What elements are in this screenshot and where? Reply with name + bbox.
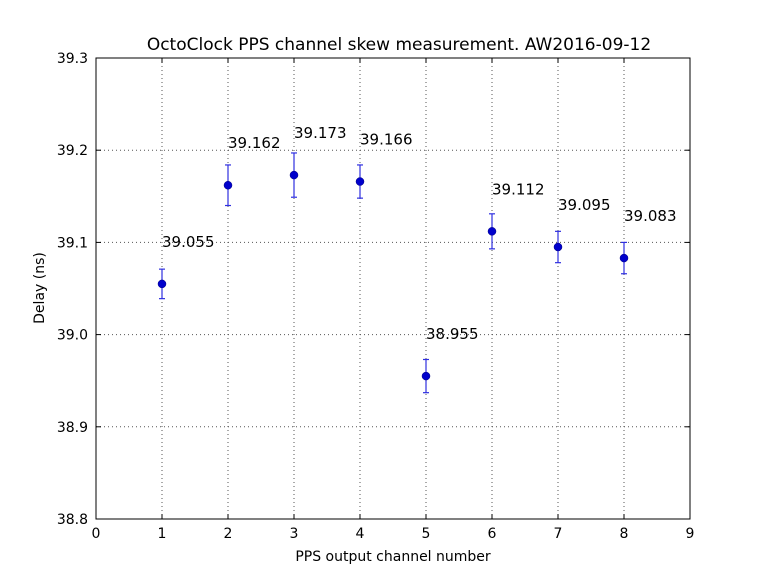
- x-tick-label: 5: [422, 526, 431, 542]
- y-tick-label: 39.3: [57, 51, 88, 67]
- data-label: 38.955: [426, 325, 479, 343]
- data-label: 39.095: [558, 196, 611, 214]
- grid: [96, 58, 690, 519]
- data-point: [487, 227, 497, 236]
- plot-frame: [95, 57, 691, 520]
- y-tick-label: 38.8: [57, 512, 88, 528]
- data-point: [421, 371, 431, 381]
- x-tick-label: 9: [686, 526, 695, 542]
- data-label: 39.173: [294, 124, 347, 142]
- axis-ticks: 0 1 2 3 4 5 6 7 8 9 38.8 38.9 39.0 39.1 39.2 39.3: [57, 51, 695, 542]
- x-tick-label: 8: [620, 526, 629, 542]
- y-tick-label: 38.9: [57, 420, 88, 436]
- data-point: [157, 279, 167, 289]
- y-tick-label: 39.2: [57, 143, 88, 159]
- data-label: 39.162: [228, 134, 281, 152]
- data-point: [553, 242, 563, 252]
- data-point: [289, 170, 299, 180]
- y-tick-label: 39.1: [57, 235, 88, 251]
- x-tick-label: 6: [488, 526, 497, 542]
- data-label: 39.112: [492, 180, 545, 198]
- x-tick-label: 7: [554, 526, 563, 542]
- x-tick-label: 3: [290, 526, 299, 542]
- x-tick-label: 2: [224, 526, 233, 542]
- data-point: [619, 253, 629, 263]
- x-tick-label: 1: [158, 526, 167, 542]
- data-label: 39.083: [624, 207, 677, 225]
- x-tick-label: 0: [92, 526, 101, 542]
- data-labels: 39.055 39.162 39.173 39.166 38.955 39.112 39.0…: [162, 124, 677, 343]
- x-axis-label: PPS output channel number: [295, 549, 491, 565]
- y-axis-label: Delay (ns): [32, 252, 48, 324]
- data-point: [355, 177, 365, 186]
- data-label: 39.055: [162, 233, 215, 251]
- y-tick-label: 39.0: [57, 328, 88, 344]
- data-markers: [157, 170, 629, 381]
- x-tick-label: 4: [356, 526, 365, 542]
- chart-title: OctoClock PPS channel skew measurement. …: [147, 35, 651, 55]
- data-point: [223, 180, 233, 190]
- data-label: 39.166: [360, 131, 413, 149]
